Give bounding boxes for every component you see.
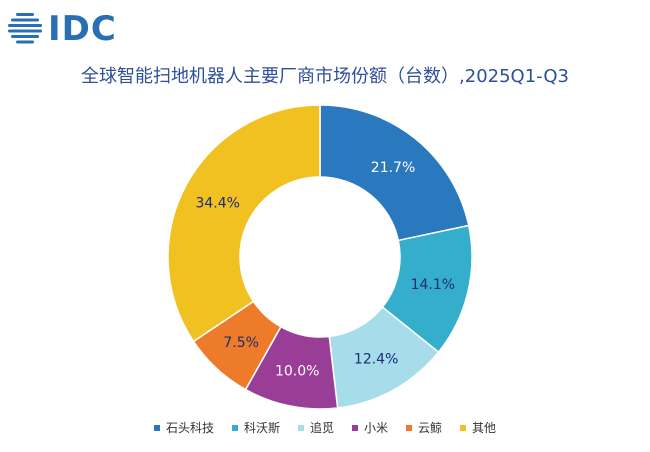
legend-item: 科沃斯 bbox=[231, 419, 280, 436]
legend-swatch bbox=[460, 424, 467, 431]
legend-label: 石头科技 bbox=[165, 421, 214, 435]
legend-swatch bbox=[153, 424, 160, 431]
slice-data-label: 34.4% bbox=[195, 195, 239, 211]
legend-label: 小米 bbox=[364, 421, 389, 435]
legend-item: 石头科技 bbox=[153, 419, 214, 436]
legend-swatch bbox=[406, 424, 413, 431]
donut-slice bbox=[319, 104, 470, 242]
donut-slice bbox=[167, 104, 321, 343]
logo-text: IDC bbox=[48, 9, 117, 49]
legend-swatch bbox=[352, 424, 358, 431]
chart-title: 全球智能扫地机器人主要厂商市场份额（台数）,2025Q1-Q3 bbox=[81, 66, 569, 87]
slice-data-label: 7.5% bbox=[223, 335, 259, 351]
slice-data-label: 10.0% bbox=[275, 364, 319, 380]
legend-label: 云鲸 bbox=[418, 421, 443, 435]
chart-legend: 石头科技 科沃斯 追觅 小米 云鲸 其他 bbox=[0, 419, 650, 436]
slice-data-label: 14.1% bbox=[411, 277, 455, 293]
idc-logo: IDC bbox=[6, 8, 126, 50]
slice-labels: 21.7% 14.1% 12.4% 10.0% 7.5% 34.4% bbox=[195, 160, 455, 380]
legend-swatch bbox=[297, 424, 304, 431]
legend-label: 追觅 bbox=[309, 421, 334, 435]
legend-label: 其他 bbox=[472, 421, 497, 435]
legend-swatch bbox=[231, 424, 238, 431]
legend-item: 追觅 bbox=[297, 419, 334, 436]
slice-data-label: 12.4% bbox=[354, 352, 398, 368]
idc-globe-icon bbox=[8, 13, 42, 44]
legend-item: 其他 bbox=[460, 419, 496, 436]
donut-slices bbox=[167, 104, 473, 410]
legend-item: 小米 bbox=[352, 419, 388, 436]
legend-item: 云鲸 bbox=[406, 419, 442, 436]
legend-label: 科沃斯 bbox=[243, 421, 280, 435]
slice-data-label: 21.7% bbox=[371, 160, 415, 176]
